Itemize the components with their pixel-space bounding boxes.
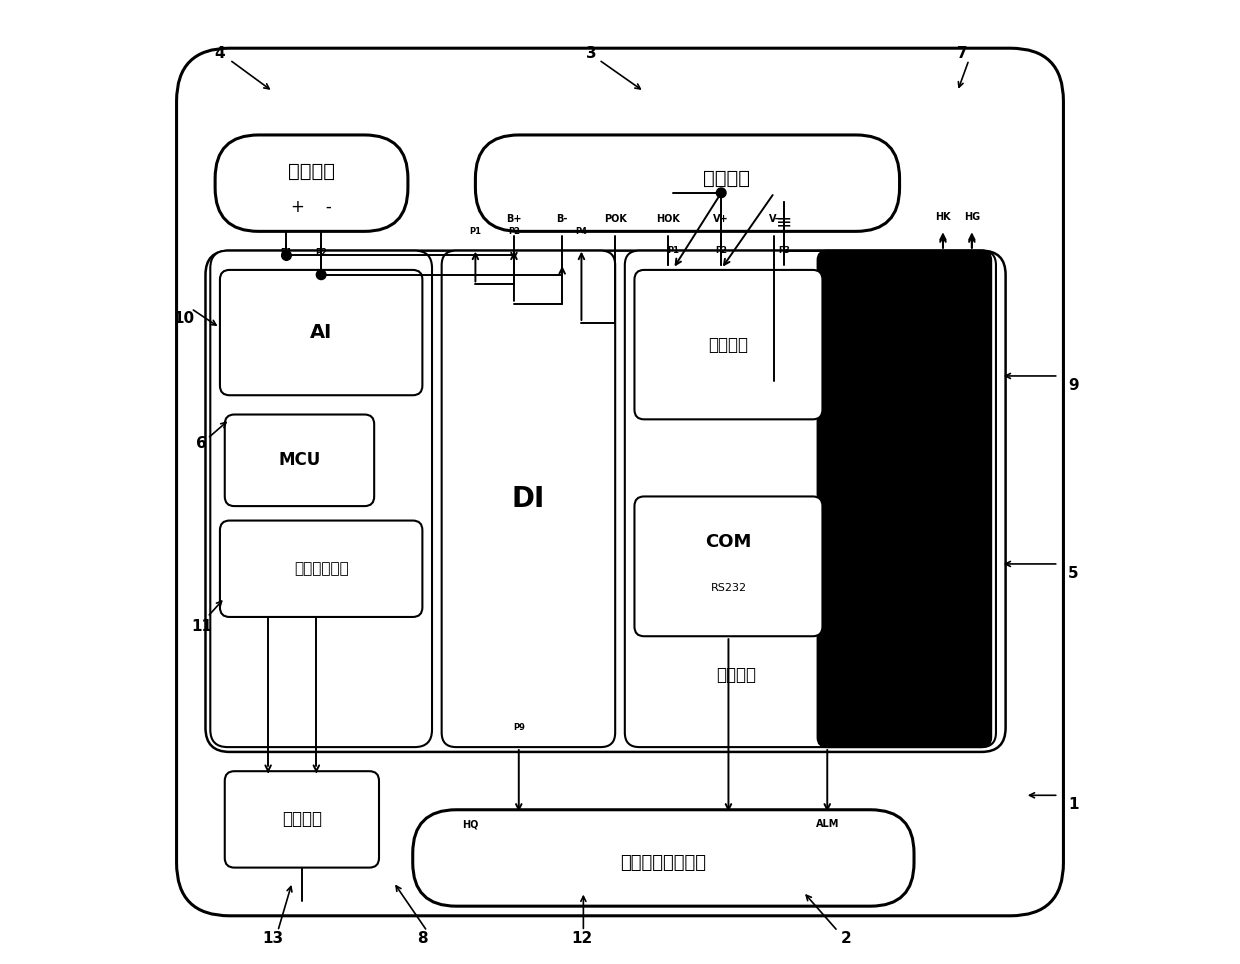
Text: HG: HG <box>963 212 980 222</box>
Text: POK: POK <box>604 214 626 224</box>
Text: P4: P4 <box>575 227 588 236</box>
Text: 11: 11 <box>191 619 212 634</box>
FancyBboxPatch shape <box>206 251 1006 752</box>
FancyBboxPatch shape <box>635 270 822 419</box>
Text: P3: P3 <box>777 246 790 255</box>
Text: 电源模块: 电源模块 <box>703 169 749 188</box>
Text: HOK: HOK <box>656 214 680 224</box>
Text: P2: P2 <box>715 246 727 255</box>
Text: MCU: MCU <box>278 451 321 469</box>
FancyBboxPatch shape <box>413 810 914 906</box>
Text: 10: 10 <box>174 310 195 326</box>
Text: 电源组件: 电源组件 <box>708 335 749 354</box>
Text: P2: P2 <box>508 227 520 236</box>
Text: 7: 7 <box>957 45 967 61</box>
FancyBboxPatch shape <box>211 251 432 747</box>
Text: 蓄电池组: 蓄电池组 <box>288 162 335 181</box>
Text: 1: 1 <box>1068 797 1079 813</box>
Text: ALM: ALM <box>816 819 839 829</box>
Text: 馈线终端核心单元: 馈线终端核心单元 <box>620 854 707 871</box>
FancyBboxPatch shape <box>215 135 408 231</box>
Text: 6: 6 <box>196 436 207 451</box>
Text: P2: P2 <box>315 248 327 257</box>
FancyBboxPatch shape <box>635 496 822 636</box>
Circle shape <box>281 251 291 260</box>
Text: 4: 4 <box>215 45 226 61</box>
Text: 9: 9 <box>1068 378 1079 393</box>
FancyBboxPatch shape <box>176 48 1064 916</box>
Text: P1: P1 <box>667 246 680 255</box>
Text: P9: P9 <box>513 723 525 733</box>
Circle shape <box>316 270 326 280</box>
Circle shape <box>717 188 727 198</box>
Text: +    -: + - <box>291 199 332 216</box>
FancyBboxPatch shape <box>475 135 899 231</box>
FancyBboxPatch shape <box>441 251 615 747</box>
Text: B+: B+ <box>506 214 522 224</box>
Text: 12: 12 <box>570 931 591 947</box>
Text: DI: DI <box>512 485 546 513</box>
Text: 负载控制组件: 负载控制组件 <box>294 561 348 576</box>
Text: 3: 3 <box>585 45 596 61</box>
Text: 5: 5 <box>1068 566 1079 581</box>
Text: ≡: ≡ <box>776 212 792 231</box>
Text: 负载电阻: 负载电阻 <box>281 811 322 828</box>
Text: RS232: RS232 <box>711 582 746 593</box>
FancyBboxPatch shape <box>224 415 374 506</box>
Text: AI: AI <box>310 323 332 342</box>
Text: HQ: HQ <box>463 819 479 829</box>
FancyBboxPatch shape <box>219 270 423 395</box>
Text: P1: P1 <box>280 248 293 257</box>
FancyBboxPatch shape <box>625 251 996 747</box>
FancyBboxPatch shape <box>219 521 423 617</box>
Text: COM: COM <box>706 533 751 551</box>
Text: B-: B- <box>557 214 568 224</box>
Text: 8: 8 <box>417 931 428 947</box>
Text: V-: V- <box>769 214 780 224</box>
Text: 主控单元: 主控单元 <box>715 666 755 683</box>
Text: HK: HK <box>935 212 951 222</box>
Text: P1: P1 <box>470 227 481 236</box>
Text: 13: 13 <box>263 931 284 947</box>
Text: V+: V+ <box>713 214 729 224</box>
FancyBboxPatch shape <box>817 251 991 747</box>
Text: 2: 2 <box>841 931 852 947</box>
FancyBboxPatch shape <box>224 771 379 868</box>
